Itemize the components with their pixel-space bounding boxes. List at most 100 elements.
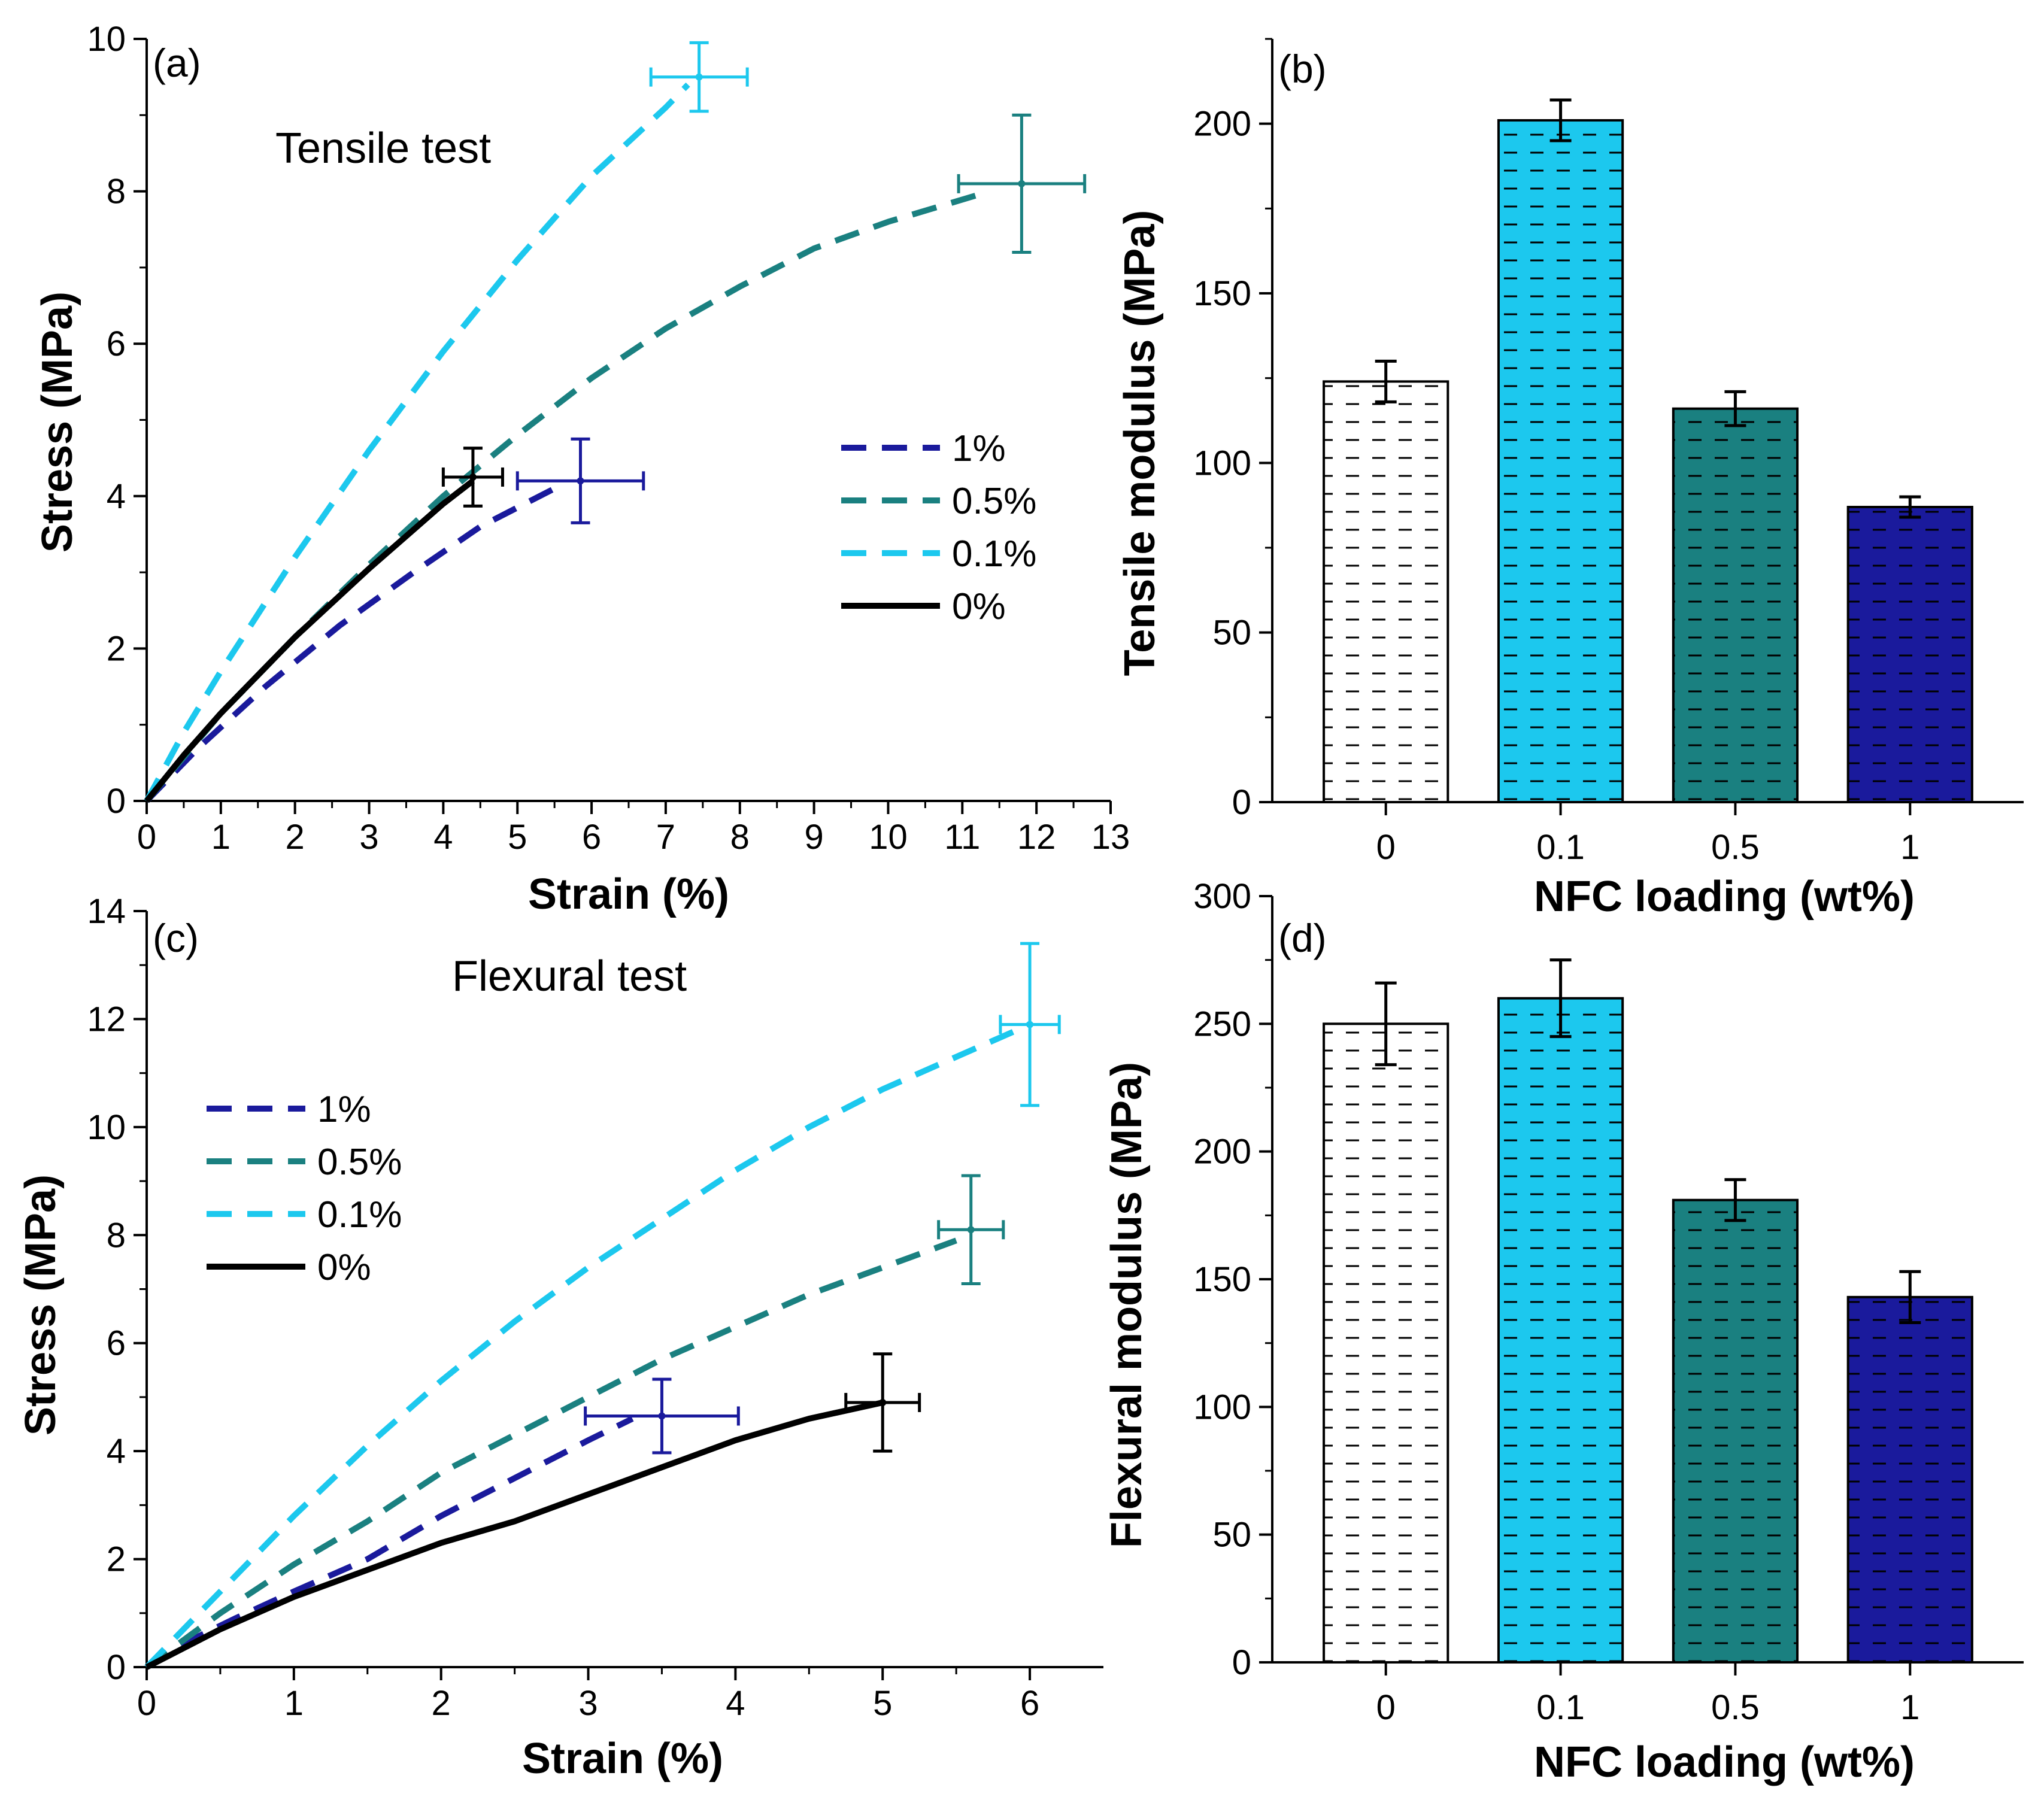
y-tick-label: 200 [1193, 1133, 1251, 1171]
panel-d: 0 50 100 150 200 250 300 0 0.1 0.5 1 (d) NFC loadi… [1103, 877, 2024, 1786]
y-tick-label: 12 [87, 1000, 126, 1039]
x-tick-label: 6 [1020, 1684, 1039, 1723]
error-bar-0.1 [1549, 98, 1572, 142]
error-bar-0.5 [1724, 390, 1746, 427]
error-cross-0 [515, 437, 645, 524]
bar-hatch-0.1 [1498, 998, 1623, 1662]
panel-c-annotation: Flexural test [452, 952, 687, 1000]
x-tick-label: 0.1 [1536, 828, 1585, 867]
error-cross-2 [649, 41, 749, 113]
x-tick-label: 7 [656, 818, 675, 857]
data-point [469, 473, 477, 481]
y-tick-label: 6 [107, 1324, 126, 1363]
error-cross-3 [844, 1352, 921, 1453]
x-tick-label: 5 [508, 818, 527, 857]
panel-b-ylabel: Tensile modulus (MPa) [1116, 210, 1164, 676]
data-point [695, 73, 703, 81]
panel-c-label: (c) [153, 916, 199, 960]
bar-hatch-0 [1324, 381, 1448, 802]
legend: 1% 0.5% 0.1% 0% [207, 1089, 402, 1288]
series-line-0 [144, 485, 556, 803]
panel-a-xlabel: Strain (%) [528, 870, 729, 918]
bar-hatch-0 [1324, 1024, 1448, 1662]
series-line-0 [145, 1416, 634, 1670]
data-point [658, 1412, 666, 1420]
bar-hatch-0.5 [1673, 1200, 1798, 1662]
y-tick-label: 8 [107, 1216, 126, 1255]
y-tick-label: 0 [1232, 1643, 1251, 1682]
panel-d-xlabel: NFC loading (wt%) [1534, 1738, 1915, 1786]
x-tick-label: 3 [578, 1684, 598, 1723]
bar-hatch-1 [1848, 507, 1972, 802]
y-tick-label: 150 [1193, 274, 1251, 313]
data-point [1026, 1021, 1034, 1028]
error-bar-0.5 [1724, 1178, 1746, 1222]
x-tick-label: 0.1 [1536, 1688, 1585, 1727]
series-line-2 [144, 1021, 1032, 1670]
series-line-3 [144, 478, 475, 803]
y-tick-label: 100 [1193, 1388, 1251, 1426]
y-tick-label: 2 [107, 629, 126, 668]
y-tick-label: 2 [107, 1540, 126, 1579]
x-tick-label: 1 [284, 1684, 304, 1723]
x-tick-label: 4 [726, 1684, 745, 1723]
error-cross-1 [957, 113, 1087, 254]
panel-b: 0 50 100 150 200 0 0.1 0.5 1 (b) NFC loading (wt… [1116, 38, 2024, 921]
series-line-2 [144, 82, 690, 803]
error-cross-3 [441, 447, 504, 508]
panel-b-xlabel: NFC loading (wt%) [1534, 873, 1915, 921]
error-bar-1 [1899, 1270, 1921, 1325]
x-tick-label: 1 [1900, 828, 1919, 867]
x-tick-label: 2 [432, 1684, 451, 1723]
legend: 1% 0.5% 0.1% 0% [841, 428, 1036, 627]
x-tick-label: 10 [869, 818, 908, 857]
y-tick-label: 0 [1232, 783, 1251, 822]
panel-a-annotation: Tensile test [275, 125, 491, 172]
legend-label-0: 1% [317, 1089, 371, 1130]
x-tick-label: 0 [137, 1684, 156, 1723]
y-tick-label: 10 [87, 20, 126, 59]
legend-label-1: 0.5% [952, 481, 1036, 522]
y-tick-label: 250 [1193, 1004, 1251, 1043]
y-tick-label: 8 [107, 172, 126, 211]
y-tick-label: 50 [1212, 614, 1251, 652]
y-tick-label: 6 [107, 324, 126, 363]
y-tick-label: 50 [1212, 1516, 1251, 1555]
x-tick-label: 8 [730, 818, 750, 857]
x-tick-label: 1 [211, 818, 231, 857]
x-tick-label: 6 [582, 818, 601, 857]
error-bar-0 [1375, 359, 1397, 403]
y-tick-label: 4 [107, 1432, 126, 1471]
x-tick-label: 1 [1900, 1688, 1919, 1727]
y-tick-label: 0 [107, 782, 126, 821]
x-tick-label: 13 [1091, 818, 1130, 857]
x-tick-label: 0.5 [1711, 828, 1760, 867]
data-point [577, 477, 584, 485]
error-cross-1 [937, 1174, 1005, 1285]
error-bar-0 [1375, 981, 1397, 1067]
error-bar-1 [1899, 495, 1921, 519]
legend-label-1: 0.5% [317, 1142, 402, 1183]
panel-b-plot: 0 50 100 150 200 0 0.1 0.5 1 [1193, 38, 2024, 867]
panel-c-ylabel: Stress (MPa) [17, 1174, 65, 1435]
x-tick-label: 0 [1376, 828, 1396, 867]
panel-c-xlabel: Strain (%) [522, 1735, 723, 1783]
y-tick-label: 300 [1193, 877, 1251, 916]
legend-label-2: 0.1% [952, 533, 1036, 575]
y-tick-label: 4 [107, 477, 126, 516]
panel-d-label: (d) [1278, 916, 1327, 960]
panel-a-label: (a) [153, 41, 201, 85]
legend-label-3: 0% [952, 586, 1006, 627]
panel-d-ylabel: Flexural modulus (MPa) [1103, 1062, 1151, 1548]
x-tick-label: 4 [433, 818, 453, 857]
x-tick-label: 3 [359, 818, 378, 857]
series-line-3 [145, 1400, 884, 1670]
error-cross-2 [999, 942, 1061, 1107]
bar-hatch-1 [1848, 1297, 1972, 1662]
legend-label-0: 1% [952, 428, 1006, 469]
bar-hatch-0.1 [1498, 120, 1623, 802]
data-point [1018, 180, 1026, 187]
x-tick-label: 11 [944, 818, 980, 857]
